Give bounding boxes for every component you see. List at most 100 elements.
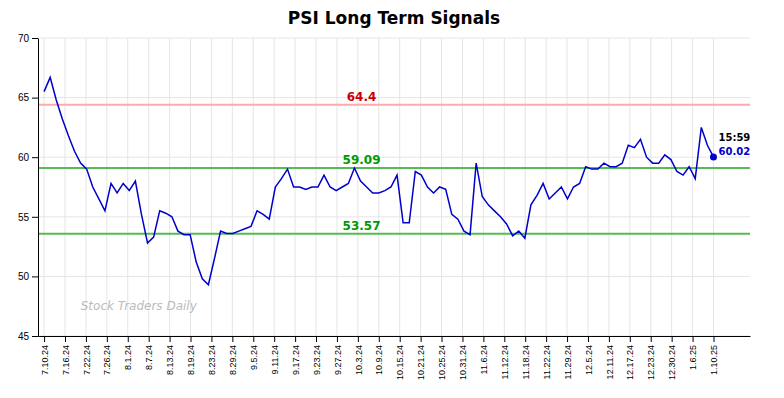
chart: Stock Traders Daily 7.10.24 7.16.24 7.22.24… [0,0,784,398]
x-tick: 11.22.24 [542,336,552,379]
grid-line [169,38,170,336]
x-tick-mark [128,336,129,342]
x-tick-label: 11.18.24 [521,345,531,379]
y-tick-mark [32,336,38,337]
x-tick: 12.23.24 [646,336,656,380]
y-tick-mark [32,98,38,99]
x-tick-mark [525,336,526,342]
x-tick-label: 8.13.24 [165,345,175,375]
grid-line [713,38,714,336]
line [44,77,713,284]
x-tick: 11.12.24 [500,336,510,379]
x-tick-mark [86,336,87,342]
x-tick-label: 1.6.25 [688,345,698,370]
x-tick-label: 10.15.24 [395,345,405,380]
axis-line [39,336,751,337]
x-tick: 1.10.25 [709,336,719,375]
grid-line [525,38,526,336]
x-tick-label: 10.25.24 [437,345,447,380]
x-tick: 1.6.25 [688,336,698,370]
grid-line [336,38,337,336]
grid-line [85,38,86,336]
y-tick: 50 [18,271,38,282]
x-tick: 11.29.24 [563,336,573,379]
x-tick: 12.5.24 [584,336,594,375]
x-tick-label: 8.1.24 [123,345,133,370]
x-tick-label: 9.17.24 [291,345,301,375]
x-tick-mark [713,336,714,342]
annotation: 60.02 [718,146,750,157]
x-tick: 12.11.24 [605,336,615,379]
marks [38,77,750,284]
grid [38,38,750,336]
x-tick-mark [504,336,505,342]
x-tick-mark [44,336,45,342]
last-point [710,153,717,160]
grid-line [399,38,400,336]
x-tick: 9.23.24 [312,336,322,375]
x-tick-mark [379,336,380,342]
x-tick-label: 7.10.24 [40,345,50,375]
grid-line [38,157,750,158]
grid-line [483,38,484,336]
x-tick-mark [442,336,443,342]
x-tick: 10.3.24 [354,336,364,375]
x-tick-mark [107,336,108,342]
x-tick: 11.6.24 [479,336,489,374]
grid-line [420,38,421,336]
x-tick-label: 10.3.24 [354,345,364,375]
y-tick-mark [32,217,38,218]
x-tick-label: 7.22.24 [82,345,92,375]
y-tick-label: 45 [18,331,30,342]
grid-line [692,38,693,336]
x-tick-mark [400,336,401,342]
y-tick-mark [32,276,38,277]
grid-line [462,38,463,336]
x-tick-label: 1.10.25 [709,345,719,375]
x-tick: 10.31.24 [458,336,468,380]
x-tick-mark [65,336,66,342]
grid-line [629,38,630,336]
x-tick-label: 11.12.24 [500,345,510,379]
x-tick-label: 12.23.24 [646,345,656,380]
x-tick: 10.21.24 [416,336,426,380]
x-tick: 9.5.24 [249,336,259,370]
x-tick-mark [170,336,171,342]
x-tick-mark [567,336,568,342]
x-tick-label: 9.23.24 [312,345,322,375]
grid-line [65,38,66,336]
y-tick: 60 [18,152,38,163]
x-tick-mark [462,336,463,342]
x-tick-label: 12.30.24 [667,345,677,380]
x-tick-mark [232,336,233,342]
grid-line [378,38,379,336]
x-tick-mark [651,336,652,342]
grid-line [274,38,275,336]
grid-line [253,38,254,336]
x-tick-label: 11.6.24 [479,345,489,374]
grid-line [44,38,45,336]
grid-line [504,38,505,336]
x-tick-label: 9.11.24 [270,345,280,374]
grid-line [671,38,672,336]
x-tick: 7.22.24 [82,336,92,375]
x-tick-mark [609,336,610,342]
title: PSI Long Term Signals [288,8,500,28]
x-tick: 10.15.24 [395,336,405,380]
grid-line [127,38,128,336]
x-tick-mark [483,336,484,342]
annotation: 15:59 [718,132,750,143]
x-tick-label: 11.29.24 [563,345,573,379]
x-tick: 9.17.24 [291,336,301,375]
x-tick-mark [421,336,422,342]
watermark: Stock Traders Daily [81,299,198,313]
x-tick: 7.16.24 [61,336,71,375]
x-tick-label: 8.29.24 [228,345,238,375]
grid-line [190,38,191,336]
y-tick-label: 65 [18,92,30,103]
y-tick: 55 [18,212,38,223]
x-tick-label: 12.17.24 [625,345,635,380]
x-tick-label: 7.26.24 [102,345,112,375]
x-tick: 7.26.24 [102,336,112,375]
x-tick: 10.25.24 [437,336,447,380]
